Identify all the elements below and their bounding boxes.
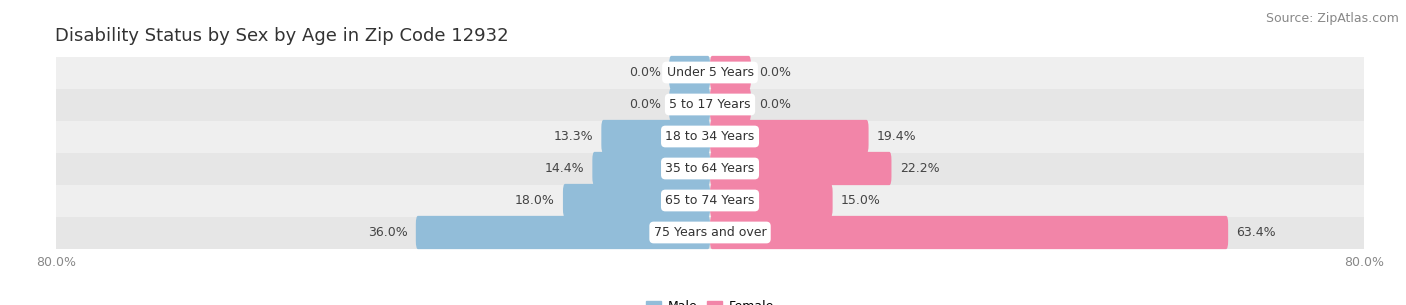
Text: Under 5 Years: Under 5 Years bbox=[666, 66, 754, 79]
Text: 22.2%: 22.2% bbox=[900, 162, 939, 175]
Text: 18.0%: 18.0% bbox=[515, 194, 555, 207]
Text: 0.0%: 0.0% bbox=[628, 98, 661, 111]
Bar bbox=[56, 217, 1364, 249]
FancyBboxPatch shape bbox=[710, 56, 751, 89]
Text: 18 to 34 Years: 18 to 34 Years bbox=[665, 130, 755, 143]
Bar bbox=[56, 152, 1364, 185]
Text: 35 to 64 Years: 35 to 64 Years bbox=[665, 162, 755, 175]
Text: 13.3%: 13.3% bbox=[554, 130, 593, 143]
FancyBboxPatch shape bbox=[710, 152, 891, 185]
Bar bbox=[56, 185, 1364, 217]
Text: 65 to 74 Years: 65 to 74 Years bbox=[665, 194, 755, 207]
Text: 75 Years and over: 75 Years and over bbox=[654, 226, 766, 239]
Text: 5 to 17 Years: 5 to 17 Years bbox=[669, 98, 751, 111]
FancyBboxPatch shape bbox=[602, 120, 710, 153]
Text: 36.0%: 36.0% bbox=[368, 226, 408, 239]
Bar bbox=[56, 120, 1364, 152]
FancyBboxPatch shape bbox=[710, 120, 869, 153]
Text: Source: ZipAtlas.com: Source: ZipAtlas.com bbox=[1265, 12, 1399, 25]
Bar bbox=[56, 88, 1364, 120]
FancyBboxPatch shape bbox=[710, 216, 1229, 249]
FancyBboxPatch shape bbox=[669, 56, 710, 89]
FancyBboxPatch shape bbox=[710, 88, 751, 121]
FancyBboxPatch shape bbox=[562, 184, 710, 217]
Text: 15.0%: 15.0% bbox=[841, 194, 880, 207]
Text: 14.4%: 14.4% bbox=[544, 162, 583, 175]
Text: 19.4%: 19.4% bbox=[877, 130, 917, 143]
FancyBboxPatch shape bbox=[592, 152, 710, 185]
Text: 0.0%: 0.0% bbox=[759, 66, 792, 79]
Text: 0.0%: 0.0% bbox=[759, 98, 792, 111]
Text: Disability Status by Sex by Age in Zip Code 12932: Disability Status by Sex by Age in Zip C… bbox=[55, 27, 509, 45]
FancyBboxPatch shape bbox=[669, 88, 710, 121]
Bar bbox=[56, 56, 1364, 88]
Text: 63.4%: 63.4% bbox=[1236, 226, 1277, 239]
Legend: Male, Female: Male, Female bbox=[641, 295, 779, 305]
Text: 0.0%: 0.0% bbox=[628, 66, 661, 79]
FancyBboxPatch shape bbox=[416, 216, 710, 249]
FancyBboxPatch shape bbox=[710, 184, 832, 217]
